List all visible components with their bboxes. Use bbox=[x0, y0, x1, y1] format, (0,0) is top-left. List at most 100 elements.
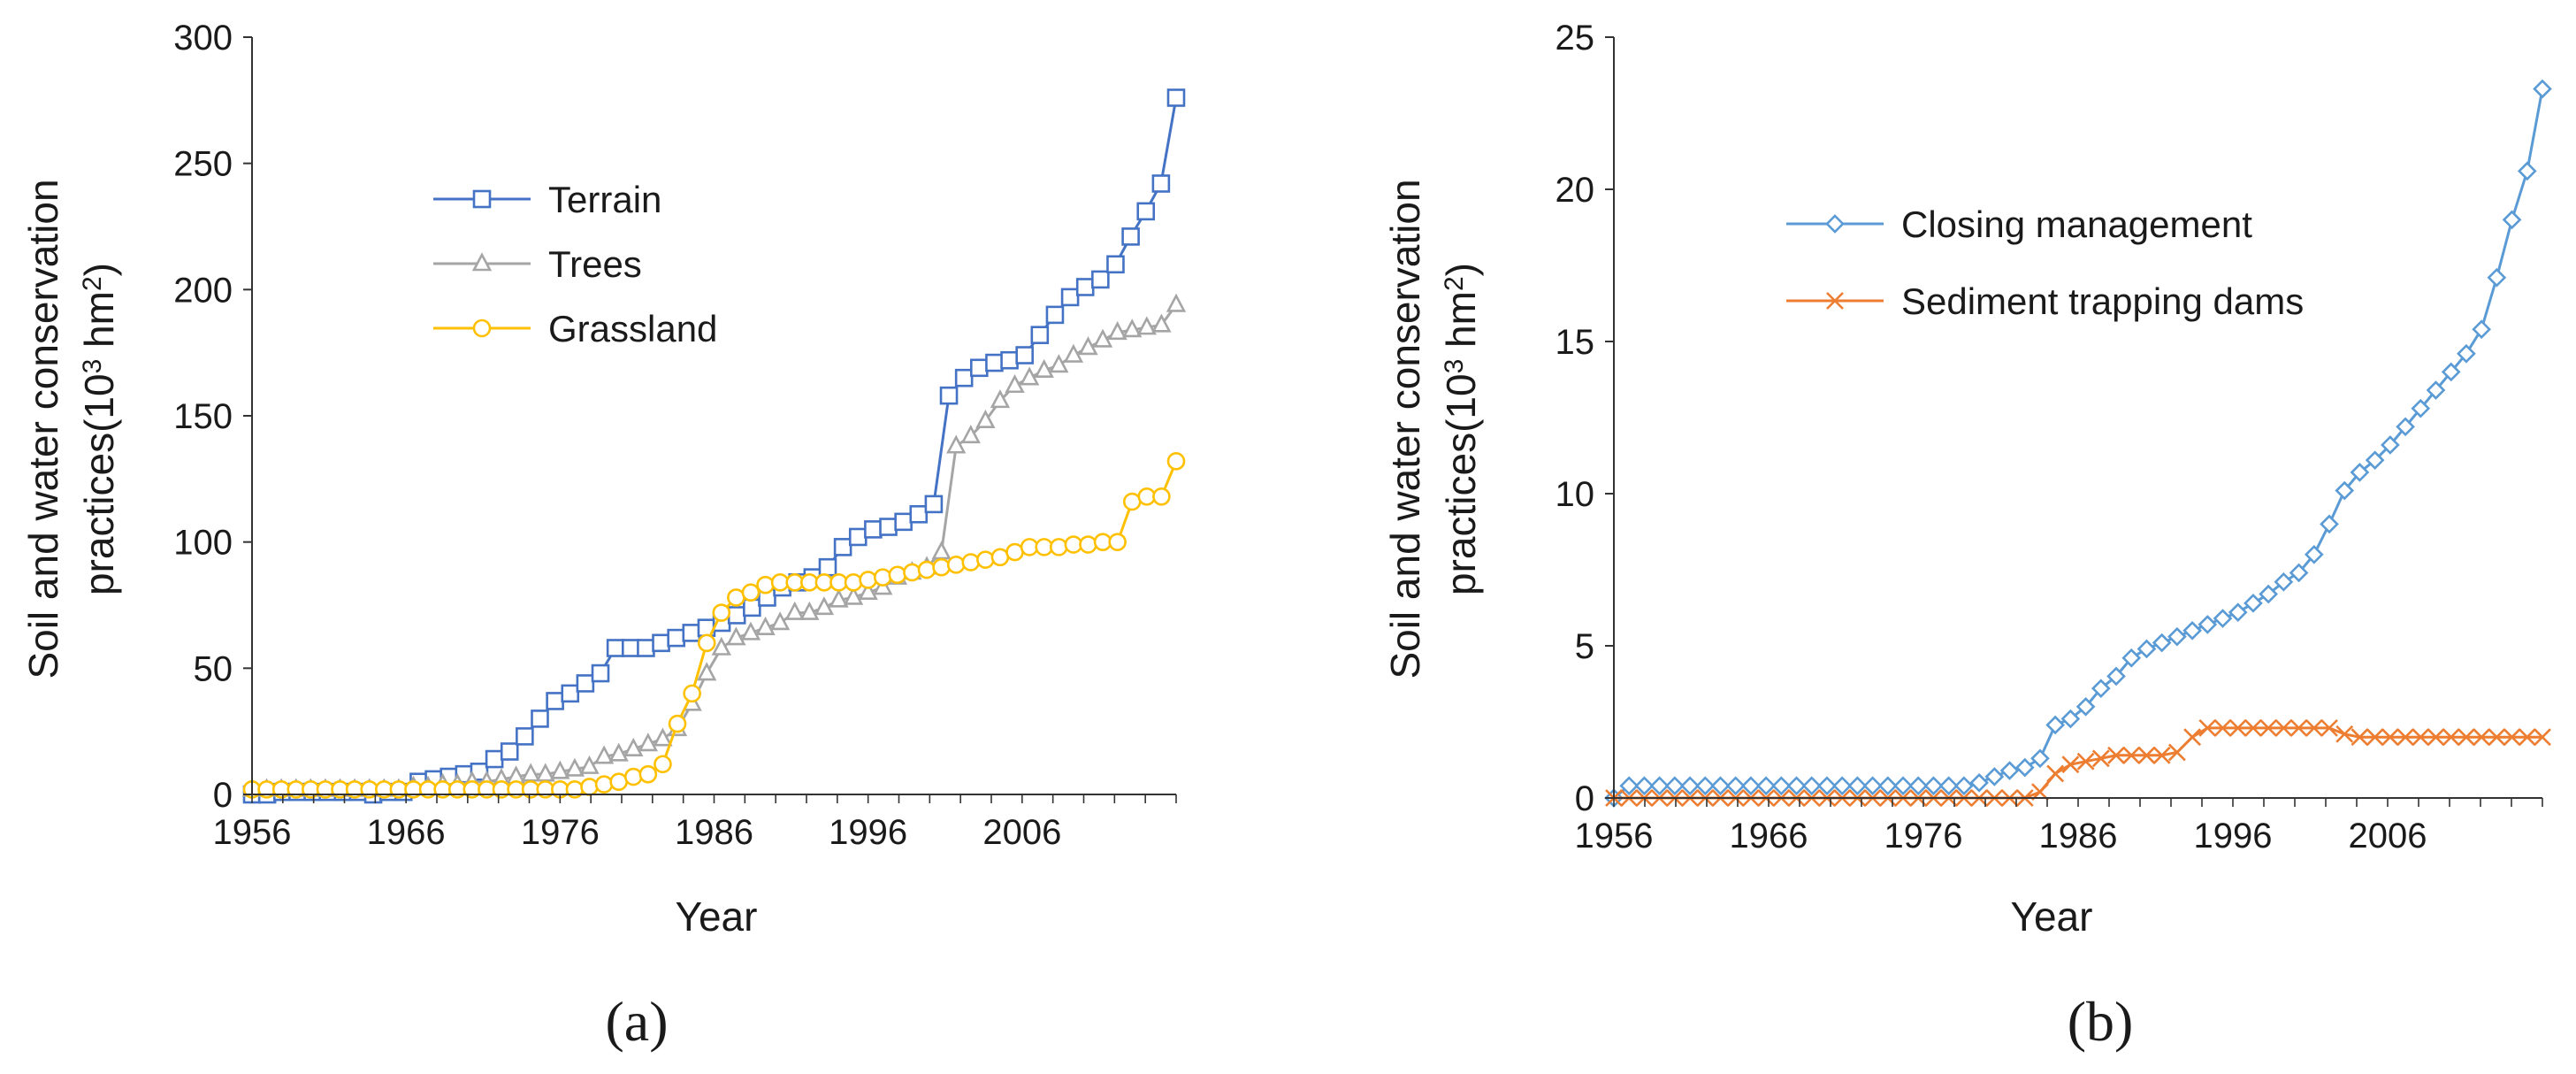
data-point bbox=[500, 742, 519, 761]
data-point bbox=[924, 495, 944, 514]
data-point bbox=[1649, 776, 1670, 796]
data-point bbox=[954, 368, 974, 387]
data-point bbox=[2381, 435, 2400, 455]
legend-marker bbox=[472, 318, 492, 338]
data-point bbox=[960, 425, 981, 444]
data-point bbox=[1166, 88, 1186, 107]
y-tick-label: 100 bbox=[173, 524, 233, 563]
data-point bbox=[990, 548, 1010, 567]
data-point bbox=[1063, 343, 1084, 363]
data-point bbox=[1151, 174, 1171, 193]
data-point bbox=[2517, 161, 2537, 181]
data-point bbox=[2320, 514, 2339, 534]
y-tick-label: 20 bbox=[1556, 171, 1595, 210]
data-point bbox=[985, 353, 1004, 372]
data-point bbox=[667, 628, 685, 648]
data-point bbox=[740, 621, 761, 641]
data-point bbox=[1801, 776, 1822, 796]
data-point bbox=[946, 556, 966, 574]
data-point bbox=[2487, 267, 2507, 288]
series-line bbox=[252, 460, 1178, 791]
data-point bbox=[1893, 776, 1913, 796]
series-grassland bbox=[242, 452, 1186, 799]
data-point bbox=[546, 692, 564, 710]
legend-marker bbox=[1826, 292, 1844, 310]
data-point bbox=[1000, 350, 1019, 370]
data-point bbox=[485, 749, 504, 769]
data-point bbox=[1136, 316, 1157, 335]
data-point bbox=[2304, 544, 2324, 564]
plot-area-b bbox=[1604, 79, 2552, 808]
data-point bbox=[1923, 776, 1944, 796]
data-point bbox=[652, 633, 670, 653]
data-point bbox=[969, 358, 989, 378]
data-point bbox=[864, 520, 883, 539]
y-tick-label: 150 bbox=[173, 397, 233, 436]
data-point bbox=[1091, 270, 1110, 289]
data-point bbox=[2274, 572, 2294, 592]
data-point bbox=[606, 639, 625, 657]
data-point bbox=[741, 583, 761, 602]
data-point bbox=[1984, 767, 2005, 786]
y-axis-title-line1: Soil and water conservation bbox=[1382, 179, 1428, 679]
data-point bbox=[2289, 718, 2308, 737]
x-axis-title: Year bbox=[676, 894, 758, 940]
data-point bbox=[726, 626, 746, 646]
data-point bbox=[888, 565, 907, 585]
data-point bbox=[1619, 776, 1640, 796]
data-point bbox=[2228, 602, 2248, 622]
data-point bbox=[1092, 328, 1113, 348]
data-point bbox=[682, 624, 701, 642]
data-point bbox=[2335, 480, 2355, 501]
data-point bbox=[2503, 728, 2521, 747]
data-point bbox=[683, 684, 701, 703]
data-point bbox=[769, 611, 791, 631]
data-point bbox=[2106, 666, 2126, 687]
data-point bbox=[2182, 620, 2202, 641]
data-point bbox=[2167, 743, 2186, 762]
data-point bbox=[2137, 746, 2156, 764]
series-line bbox=[252, 97, 1178, 796]
data-point bbox=[2198, 718, 2217, 737]
data-point bbox=[2518, 728, 2536, 747]
data-point bbox=[961, 553, 981, 572]
y-tick-label: 5 bbox=[1575, 627, 1594, 666]
data-point bbox=[638, 764, 658, 784]
data-point bbox=[1005, 373, 1025, 394]
data-point bbox=[2289, 563, 2309, 583]
data-point bbox=[1060, 288, 1080, 307]
data-point bbox=[1832, 776, 1853, 796]
data-point bbox=[1954, 776, 1974, 796]
data-point bbox=[932, 557, 951, 577]
data-point bbox=[833, 538, 852, 556]
x-tick-label: 2006 bbox=[982, 813, 1061, 852]
data-point bbox=[1151, 313, 1172, 333]
data-point bbox=[2335, 725, 2354, 743]
data-point bbox=[623, 767, 643, 786]
data-point bbox=[1136, 202, 1156, 221]
data-point bbox=[799, 601, 820, 620]
data-point bbox=[564, 757, 585, 777]
data-point bbox=[697, 662, 717, 681]
data-point bbox=[2183, 728, 2202, 747]
data-point bbox=[1634, 776, 1655, 796]
data-point bbox=[1862, 776, 1883, 796]
data-point bbox=[743, 598, 761, 618]
data-point bbox=[2091, 679, 2111, 698]
data-point bbox=[2167, 626, 2187, 647]
data-point bbox=[2442, 728, 2460, 747]
series-terrain bbox=[242, 88, 1186, 804]
data-point bbox=[939, 386, 959, 405]
data-point bbox=[1015, 346, 1034, 364]
data-point bbox=[2472, 319, 2491, 340]
y-axis-title-line1: Soil and water conservation bbox=[20, 179, 66, 679]
data-point bbox=[711, 636, 731, 656]
x-tick-label: 1966 bbox=[367, 813, 446, 852]
data-point bbox=[2060, 709, 2081, 729]
x-tick-label: 1956 bbox=[1575, 817, 1654, 855]
y-tick-label: 10 bbox=[1556, 475, 1595, 514]
panel-label-a: (a) bbox=[605, 990, 668, 1053]
panel-label-b: (b) bbox=[2068, 990, 2134, 1053]
data-point bbox=[621, 639, 640, 657]
